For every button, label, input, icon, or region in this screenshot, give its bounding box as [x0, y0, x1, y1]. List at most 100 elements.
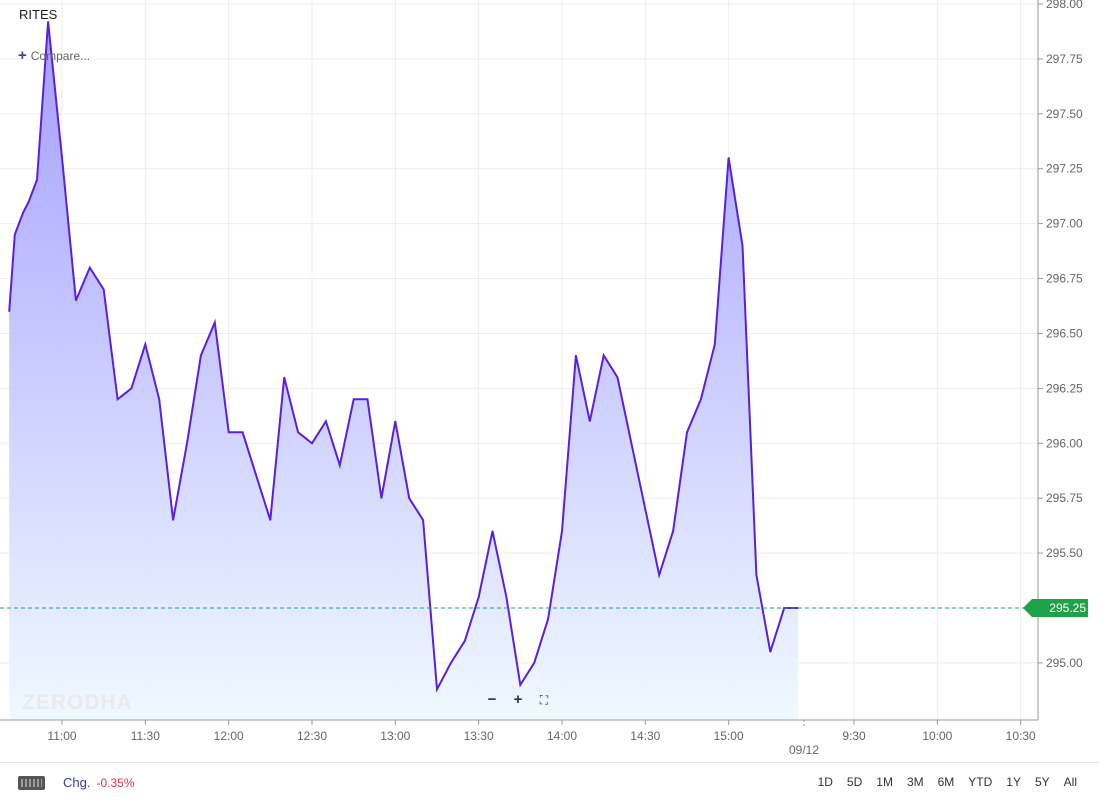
price-point [366, 398, 369, 400]
price-point [741, 244, 744, 247]
price-point [339, 464, 341, 466]
range-5y[interactable]: 5Y [1034, 775, 1050, 789]
x-tick-label: 13:30 [464, 729, 494, 743]
price-point [47, 20, 49, 23]
y-tick-label: 297.75 [1046, 52, 1083, 66]
date-marker-label: 09/12 [789, 743, 819, 757]
price-point [214, 321, 216, 324]
price-point [436, 688, 438, 690]
price-point [75, 299, 77, 302]
range-1d[interactable]: 1D [817, 775, 833, 789]
x-tick-label: 11:30 [131, 729, 160, 743]
range-6m[interactable]: 6M [937, 775, 955, 789]
price-point [130, 387, 133, 389]
last-price-badge: 295.25 [1023, 598, 1088, 617]
price-point [519, 684, 521, 686]
plus-icon: + [18, 47, 27, 64]
price-point [686, 431, 688, 433]
x-tick-label: 10:00 [922, 729, 952, 743]
price-point [116, 398, 119, 400]
price-point [547, 618, 549, 620]
x-tick-label: 14:00 [547, 729, 577, 743]
price-point [450, 662, 452, 664]
y-tick-label: 298.00 [1046, 0, 1083, 11]
zoom-in-button[interactable]: + [513, 691, 523, 708]
price-point [172, 519, 174, 521]
price-point [755, 574, 758, 576]
price-line [8, 21, 799, 693]
range-all[interactable]: All [1063, 775, 1077, 789]
price-point [186, 442, 188, 444]
range-1m[interactable]: 1M [876, 775, 893, 789]
x-tick-label: 15:00 [714, 729, 744, 743]
price-point [644, 508, 646, 510]
price-point [158, 398, 160, 400]
price-point [700, 398, 702, 400]
price-point [672, 530, 674, 532]
price-point [28, 201, 30, 203]
x-tick-label: 13:00 [380, 729, 410, 743]
range-3m[interactable]: 3M [906, 775, 924, 789]
y-tick-label: 297.25 [1046, 162, 1083, 176]
x-tick-label: 10:30 [1006, 729, 1036, 743]
y-tick-label: 296.50 [1046, 326, 1083, 340]
price-point [297, 431, 299, 433]
price-point [422, 519, 424, 521]
x-tick-label: 9:30 [842, 729, 866, 743]
price-point [769, 651, 771, 653]
price-point [714, 343, 716, 346]
x-tick-label: 12:00 [214, 729, 244, 743]
price-point [491, 530, 494, 532]
y-tick-label: 295.75 [1046, 491, 1083, 505]
range-5d[interactable]: 5D [846, 775, 863, 789]
price-point [283, 376, 285, 378]
y-tick-label: 295.00 [1046, 656, 1083, 670]
price-point [505, 596, 508, 598]
price-point [658, 574, 660, 576]
price-point [353, 398, 355, 400]
watermark-logo: ZERODHA [22, 691, 133, 714]
price-point [394, 420, 396, 422]
y-tick-label: 296.25 [1046, 381, 1083, 395]
change-value: -0.35% [96, 776, 135, 790]
price-point [89, 266, 91, 269]
x-tick-label: 12:30 [297, 729, 327, 743]
price-point [8, 310, 10, 313]
price-point [478, 596, 480, 598]
keyboard-icon[interactable] [18, 776, 45, 790]
price-point [22, 212, 24, 214]
price-point [728, 157, 730, 159]
zoom-controls: − + ⛶ [480, 690, 556, 710]
price-point [228, 431, 230, 433]
price-point [603, 354, 605, 357]
price-point [408, 497, 410, 499]
bottom-toolbar: Chg. -0.35% 1D 5D 1M 3M 6M YTD 1Y 5Y All [0, 762, 1099, 805]
range-1y[interactable]: 1Y [1006, 775, 1021, 789]
price-point [589, 420, 591, 422]
range-ytd[interactable]: YTD [968, 775, 993, 789]
price-point [241, 431, 244, 433]
range-selector: 1D 5D 1M 3M 6M YTD 1Y 5Y All [818, 775, 1077, 789]
price-point [325, 420, 327, 422]
price-point [269, 519, 271, 521]
zoom-out-button[interactable]: − [487, 691, 497, 708]
y-tick-label: 295.50 [1046, 546, 1083, 560]
price-point [61, 157, 63, 159]
fullscreen-icon[interactable]: ⛶ [539, 693, 549, 707]
y-tick-label: 296.75 [1046, 272, 1083, 286]
price-area-fill [9, 21, 799, 721]
price-point [14, 234, 16, 236]
compare-label: Compare... [30, 49, 91, 63]
price-point [144, 343, 146, 346]
compare-button[interactable]: + Compare... [18, 47, 90, 64]
symbol-label: RITES [19, 7, 58, 22]
price-point [464, 640, 466, 642]
price-point [630, 442, 633, 444]
price-point [200, 354, 202, 357]
price-point [561, 530, 563, 532]
change-label: Chg. [63, 775, 91, 790]
price-point [36, 179, 38, 181]
price-line-layer [0, 20, 1038, 693]
